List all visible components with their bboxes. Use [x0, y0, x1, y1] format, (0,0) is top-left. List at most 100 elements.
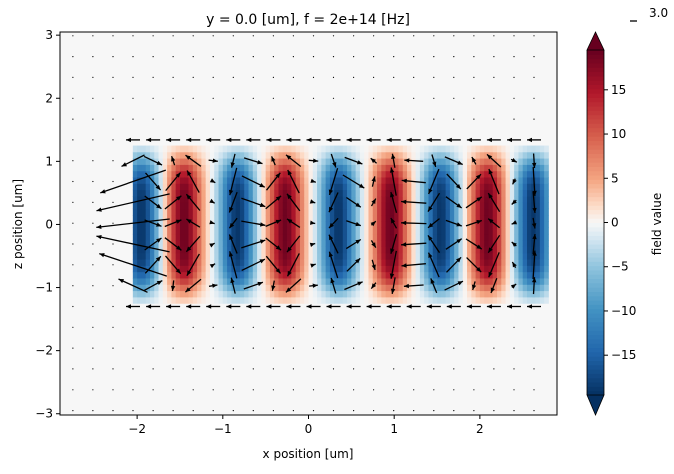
heatmap-cell [514, 259, 519, 266]
heatmap-cell [158, 271, 164, 279]
heatmap-cell [449, 189, 455, 197]
heatmap-cell [265, 202, 271, 210]
quiver-arrow [241, 239, 266, 249]
heatmap-cell [527, 290, 532, 298]
heatmap-cell [479, 265, 485, 273]
quiver-arrow-head [96, 235, 102, 240]
heatmap-cell [244, 177, 249, 184]
heatmap-cell [432, 177, 438, 184]
heatmap-cell [184, 177, 189, 184]
colorbar-segment [587, 71, 604, 77]
heatmap-cell [347, 189, 352, 197]
heatmap-cell [488, 189, 494, 197]
heatmap-cell [377, 227, 382, 235]
heatmap-cell [304, 252, 309, 260]
heatmap-cell [518, 227, 524, 235]
colorbar-segment [587, 347, 604, 353]
heatmap-cell [544, 284, 549, 292]
heatmap-cell [321, 259, 327, 266]
quiver-arrow [72, 56, 74, 58]
heatmap-cell [407, 227, 412, 235]
heatmap-cell [501, 297, 506, 304]
heatmap-cell [458, 202, 464, 210]
heatmap-cell [257, 214, 262, 222]
heatmap-cell [321, 290, 327, 298]
heatmap-cell [304, 284, 309, 292]
heatmap-cell [321, 158, 327, 165]
heatmap-cell [158, 265, 164, 273]
heatmap-cell [278, 196, 284, 203]
heatmap-cell [415, 177, 421, 184]
heatmap-cell [231, 221, 237, 228]
heatmap-cell [471, 202, 476, 210]
heatmap-cell [269, 290, 275, 298]
heatmap-cell [415, 214, 421, 222]
heatmap-cell [171, 202, 177, 210]
heatmap-cell [389, 177, 395, 184]
heatmap-cell [424, 221, 429, 228]
heatmap-cell [518, 164, 524, 172]
heatmap-cell [222, 284, 228, 292]
quiver-arrow-shaft [99, 252, 168, 277]
heatmap-cell [411, 284, 417, 292]
heatmap-cell [505, 214, 511, 222]
heatmap-cell [419, 297, 425, 304]
heatmap-cell [479, 158, 485, 165]
heatmap-cell [175, 189, 181, 197]
quiver-arrow [390, 191, 398, 213]
heatmap-cell [471, 177, 476, 184]
quiver-arrow [92, 285, 94, 287]
heatmap-cell [171, 259, 177, 266]
heatmap-cell [132, 151, 138, 159]
heatmap-cell [239, 214, 245, 222]
heatmap-cell [201, 252, 207, 260]
heatmap-cell [184, 196, 189, 203]
quiver-arrow-head [476, 196, 482, 202]
heatmap-cell [209, 214, 215, 222]
heatmap-cell [454, 227, 459, 235]
heatmap-cell [312, 278, 318, 285]
quiver-arrow [413, 35, 415, 37]
quiver-arrow [453, 76, 455, 78]
quiver-arrow-head [488, 271, 493, 278]
heatmap-cell [462, 151, 468, 159]
heatmap-cell [329, 240, 335, 247]
quiver-arrow [433, 326, 435, 328]
heatmap-cell [359, 240, 365, 247]
heatmap-cell [432, 252, 438, 260]
heatmap-cell [269, 170, 275, 178]
heatmap-cell [158, 170, 164, 178]
heatmap-cell [501, 214, 506, 222]
heatmap-cell [402, 271, 408, 279]
heatmap-cell [415, 233, 421, 241]
heatmap-cell [351, 227, 357, 235]
quiver-arrow [92, 389, 94, 391]
heatmap-cell [329, 214, 335, 222]
heatmap-cell [197, 183, 202, 191]
heatmap-cell [479, 164, 485, 172]
heatmap-cell [329, 265, 335, 273]
heatmap-cell [162, 183, 168, 191]
heatmap-cell [201, 177, 207, 184]
quiver-arrow-head [471, 157, 477, 163]
quiver-arrow [186, 304, 201, 309]
heatmap-cell [265, 271, 271, 279]
heatmap-cell [419, 202, 425, 210]
quiver-arrow [292, 97, 294, 99]
heatmap-cell [317, 271, 322, 279]
heatmap-cell [514, 151, 519, 159]
heatmap-cell [441, 278, 446, 285]
quiver-arrow [252, 347, 254, 349]
heatmap-cell [428, 183, 434, 191]
heatmap-cell [261, 297, 267, 304]
quiver-arrow [401, 199, 427, 205]
heatmap-cell [509, 271, 515, 279]
heatmap-cell [334, 259, 339, 266]
heatmap-cell [484, 233, 489, 241]
quiver-arrow-head [259, 183, 265, 188]
quiver-arrow-head [428, 222, 434, 228]
heatmap-cell [179, 183, 185, 191]
heatmap-cell [218, 271, 224, 279]
colorbar-segment [587, 75, 604, 81]
heatmap-cell [484, 145, 489, 153]
